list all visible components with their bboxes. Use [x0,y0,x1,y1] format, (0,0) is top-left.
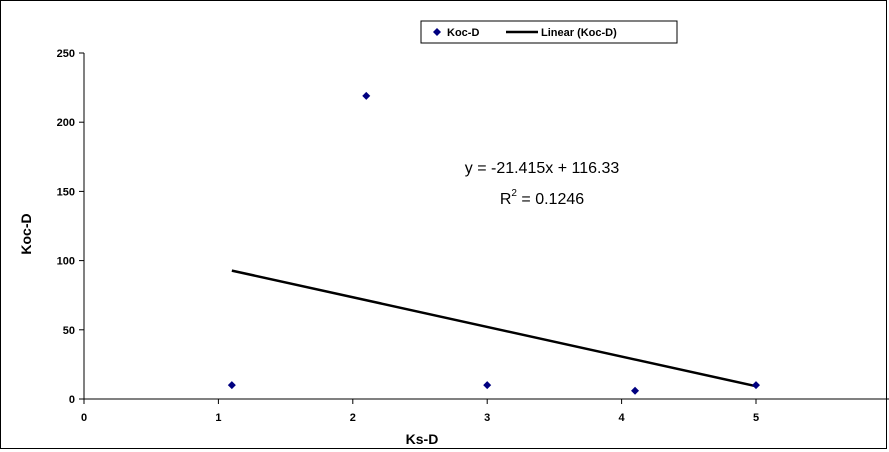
r-squared-label: R2 = 0.1246 [500,188,584,208]
axes [83,53,889,400]
x-tick-label: 3 [484,412,490,424]
data-point [227,381,236,390]
trendline [231,269,757,388]
y-tick-label: 100 [57,256,75,268]
x-tick-label: 5 [753,412,759,424]
legend-label-trendline: Linear (Koc-D) [541,27,617,39]
legend: Koc-D Linear (Koc-D) [420,20,678,44]
tick-group: 0 50 100 150 200 250 0 1 2 3 4 5 [57,48,759,424]
trendline-equation: y = -21.415x + 116.33 [465,160,620,177]
x-tick-label: 0 [81,412,87,424]
legend-box [420,20,678,44]
x-tick-label: 1 [215,412,221,424]
legend-diamond-marker [433,28,441,36]
x-tick-label: 2 [350,412,356,424]
y-tick-label: 50 [63,325,75,337]
data-point [483,381,492,390]
y-tick-label: 0 [69,394,75,406]
legend-label-points: Koc-D [447,27,479,39]
data-point [631,386,640,395]
x-tick-label: 4 [619,412,626,424]
data-point [362,91,371,100]
y-tick-label: 150 [57,186,75,198]
data-points [227,91,760,395]
data-point [752,381,760,390]
trendline-group [231,269,757,388]
x-axis-title: Ks-D [406,431,439,447]
y-axis-title: Koc-D [18,213,34,254]
y-tick-label: 250 [57,48,75,60]
y-tick-label: 200 [57,117,75,129]
